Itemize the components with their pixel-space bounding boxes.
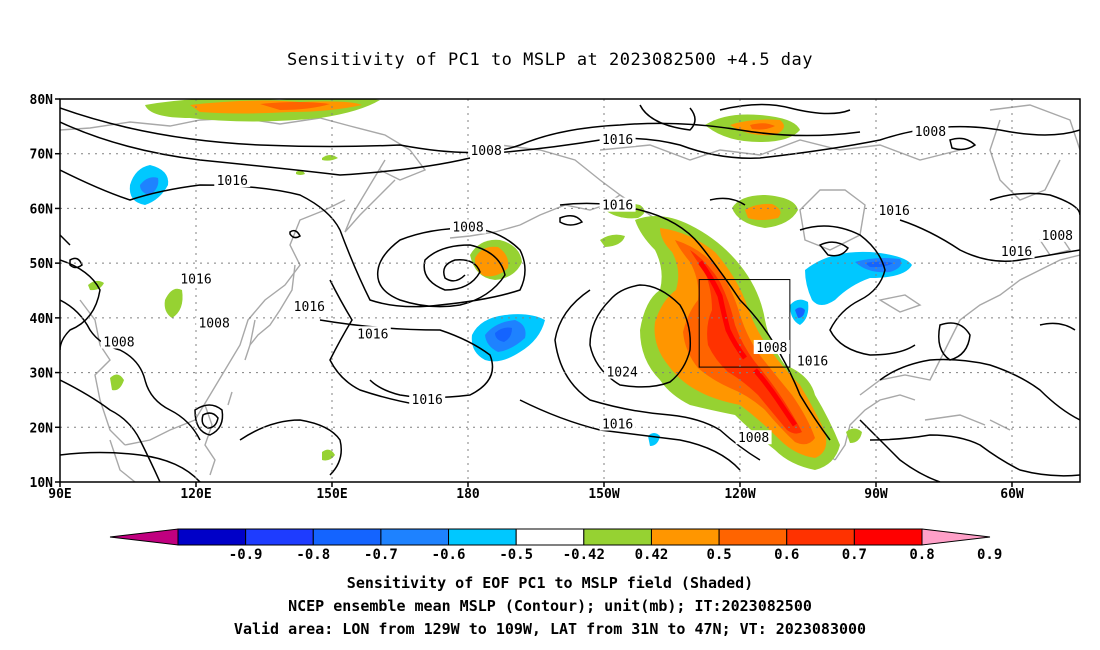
contour-label-bg bbox=[599, 416, 636, 431]
footer-valid-area: Valid area: LON from 129W to 109W, LAT f… bbox=[233, 620, 867, 638]
contour-label: 1016 bbox=[602, 418, 633, 433]
colorbar-label: -0.42 bbox=[563, 547, 605, 563]
colorbar-segment bbox=[786, 528, 855, 546]
footer-contour-description: NCEP ensemble mean MSLP (Contour); unit(… bbox=[288, 597, 812, 615]
lon-tick-label: 90E bbox=[48, 487, 71, 502]
contour-label-bg bbox=[468, 142, 505, 157]
colorbar-label: -0.6 bbox=[432, 547, 466, 563]
colorbar-label: -0.9 bbox=[229, 547, 263, 563]
latitude-axis: 80N 70N 60N 50N 40N 30N 20N 10N bbox=[30, 93, 60, 491]
colorbar-segment bbox=[583, 528, 652, 546]
colorbar-segment bbox=[177, 528, 247, 546]
contour-labels: 1008 1016 1008 1016 1016 1016 1008 1008 1016 1016… bbox=[100, 123, 1076, 446]
contour-label-bg bbox=[450, 219, 486, 234]
colorbar-label: -0.7 bbox=[364, 547, 398, 563]
colorbar-segment bbox=[853, 528, 923, 546]
contour-label-bg bbox=[354, 326, 391, 341]
contour-label: 1008 bbox=[1042, 229, 1073, 244]
lat-tick-label: 20N bbox=[30, 421, 54, 436]
colorbar-label: 0.8 bbox=[909, 547, 934, 563]
map-title: Sensitivity of PC1 to MSLP at 2023082500… bbox=[286, 50, 813, 70]
colorbar-segment bbox=[380, 528, 450, 546]
contour-label-bg bbox=[912, 123, 949, 138]
contour-label: 1008 bbox=[103, 335, 134, 350]
lon-tick-label: 150W bbox=[588, 487, 619, 502]
colorbar-label: -0.8 bbox=[296, 547, 330, 563]
colorbar-high-triangle bbox=[921, 528, 991, 546]
contour-label-bg bbox=[876, 203, 913, 218]
contour-label: 1016 bbox=[412, 393, 443, 408]
map-border bbox=[59, 98, 1081, 483]
colorbar-label: 0.5 bbox=[706, 547, 731, 563]
lat-tick-label: 70N bbox=[30, 148, 54, 163]
lat-tick-label: 40N bbox=[30, 312, 54, 327]
contour-label-bg bbox=[794, 353, 831, 368]
contour-label-bg bbox=[998, 244, 1035, 259]
contour-label: 1016 bbox=[180, 273, 211, 288]
contour-label-bg bbox=[409, 391, 446, 406]
colorbar-label: 0.7 bbox=[842, 547, 867, 563]
colorbar-label: 0.6 bbox=[774, 547, 799, 563]
contour-label: 1016 bbox=[1001, 245, 1032, 260]
contour-label: 1016 bbox=[797, 355, 828, 370]
contour-label-bg bbox=[1039, 227, 1076, 242]
contour-label: 1008 bbox=[198, 316, 229, 331]
contour-label-bg bbox=[735, 430, 772, 445]
contour-label-bg bbox=[196, 315, 233, 330]
lon-tick-label: 150E bbox=[316, 487, 347, 502]
contour-label: 1016 bbox=[878, 204, 909, 219]
lat-tick-label: 30N bbox=[30, 367, 54, 382]
lat-tick-label: 50N bbox=[30, 257, 54, 272]
lon-tick-label: 180 bbox=[456, 487, 480, 502]
sensitivity-shading bbox=[88, 99, 912, 470]
contour-label: 1016 bbox=[357, 327, 388, 342]
contour-label: 1008 bbox=[738, 431, 769, 446]
contour-label: 1016 bbox=[217, 174, 248, 189]
coastlines bbox=[60, 104, 1080, 482]
contour-label: 1008 bbox=[452, 221, 483, 236]
contour-label: 1008 bbox=[915, 125, 946, 140]
contour-label-bg bbox=[291, 298, 328, 313]
lat-tick-label: 60N bbox=[30, 202, 54, 217]
contour-label-bg bbox=[100, 334, 137, 349]
colorbar: -0.9 -0.8 -0.7 -0.6 -0.5 -0.42 0.42 0.5 0.6 0.7 0.… bbox=[109, 528, 1002, 563]
colorbar-low-triangle bbox=[109, 528, 179, 546]
colorbar-label: 0.42 bbox=[635, 547, 669, 563]
contour-label: 1008 bbox=[470, 144, 501, 159]
colorbar-label: 0.9 bbox=[977, 547, 1002, 563]
contour-label-bg bbox=[753, 339, 790, 354]
longitude-axis: 90E 120E 150E 180 150W 120W 90W 60W bbox=[48, 482, 1024, 502]
valid-area-box bbox=[698, 279, 791, 368]
lon-tick-label: 120E bbox=[180, 487, 211, 502]
colorbar-segment bbox=[650, 528, 720, 546]
mslp-contours bbox=[60, 103, 1080, 482]
lat-tick-label: 10N bbox=[30, 476, 54, 491]
lon-tick-label: 120W bbox=[724, 487, 755, 502]
lat-tick-label: 80N bbox=[30, 93, 54, 108]
contour-label-bg bbox=[599, 132, 636, 147]
contour-label-bg bbox=[214, 173, 251, 188]
contour-label-bg bbox=[178, 271, 214, 286]
contour-label: 1024 bbox=[606, 366, 637, 381]
map-frame bbox=[60, 99, 1080, 482]
contour-label: 1016 bbox=[602, 133, 633, 148]
gridlines bbox=[60, 99, 1080, 482]
contour-label: 1008 bbox=[756, 341, 787, 356]
colorbar-segment bbox=[312, 528, 382, 546]
contour-label: 1016 bbox=[294, 300, 325, 315]
lon-tick-label: 90W bbox=[864, 487, 888, 502]
footer-shaded-description: Sensitivity of EOF PC1 to MSLP field (Sh… bbox=[346, 574, 754, 592]
contour-label-bg bbox=[599, 197, 636, 212]
colorbar-label: -0.5 bbox=[499, 547, 533, 563]
lon-tick-label: 60W bbox=[1000, 487, 1024, 502]
colorbar-segment bbox=[718, 528, 788, 546]
contour-label: 1016 bbox=[602, 199, 633, 214]
colorbar-segment bbox=[515, 528, 585, 546]
contour-label-bg bbox=[604, 364, 641, 379]
colorbar-segment bbox=[245, 528, 314, 546]
colorbar-segment bbox=[448, 528, 517, 546]
